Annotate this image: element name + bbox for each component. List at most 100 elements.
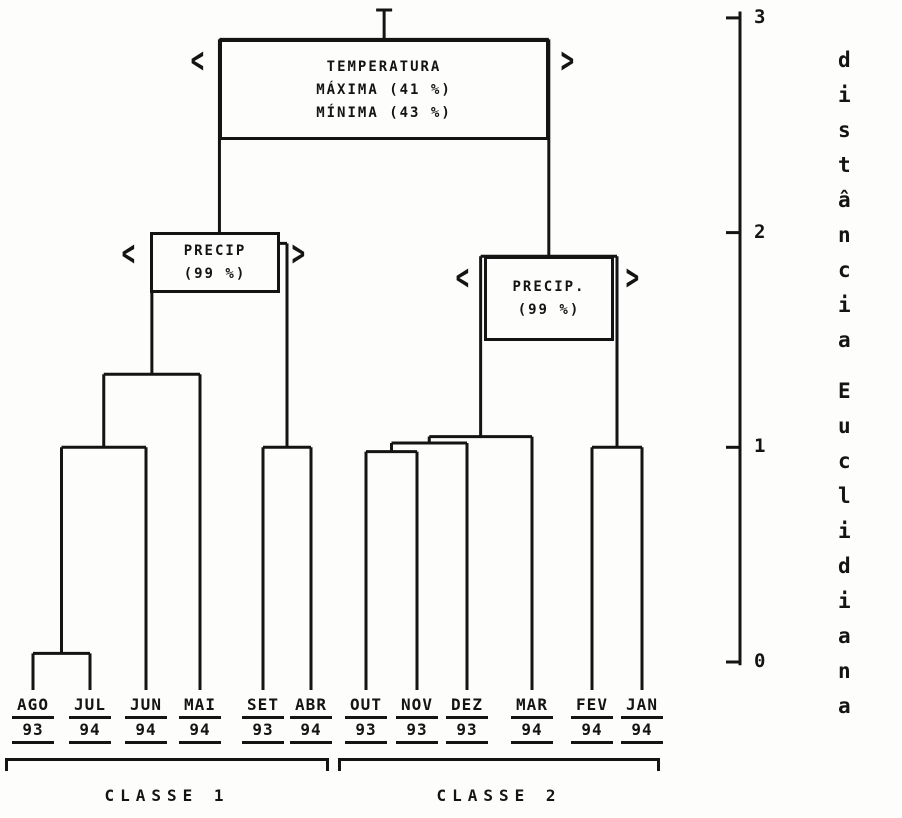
leaf-year: 94 bbox=[79, 719, 101, 739]
leaf-divider bbox=[345, 715, 387, 719]
leaf-underline bbox=[290, 740, 332, 744]
y-axis-title-letter: a bbox=[838, 694, 851, 718]
leaf-divider bbox=[125, 715, 167, 719]
y-axis-title-letter: l bbox=[838, 484, 851, 508]
right-angle-marker: > bbox=[291, 231, 306, 275]
y-axis-title-letter: n bbox=[838, 223, 851, 247]
leaf-year: 94 bbox=[631, 719, 653, 739]
y-axis-title-letter: i bbox=[838, 519, 851, 543]
leaf-underline bbox=[12, 740, 54, 744]
annotation-text: TEMPERATURA bbox=[326, 58, 442, 75]
leaf-year: 94 bbox=[581, 719, 603, 739]
leaf-month: JUN bbox=[130, 695, 162, 714]
leaf-underline bbox=[125, 740, 167, 744]
class-label: CLASSE 2 bbox=[436, 786, 562, 805]
leaf-year: 94 bbox=[300, 719, 322, 739]
annotation-box: PRECIP (99 %) bbox=[150, 232, 280, 293]
leaf-underline bbox=[242, 740, 284, 744]
y-axis-title-letter: â bbox=[838, 188, 851, 212]
left-angle-marker: < bbox=[190, 38, 205, 82]
annotation-box: PRECIP. (99 %) bbox=[484, 256, 614, 341]
leaf-month: MAR bbox=[516, 695, 548, 714]
leaf-divider bbox=[69, 715, 111, 719]
leaf-underline bbox=[179, 740, 221, 744]
leaf-year: 93 bbox=[406, 719, 428, 739]
leaf-label: DEZ 93 bbox=[439, 695, 495, 747]
axis-tick-label: 1 bbox=[754, 435, 766, 458]
leaf-underline bbox=[621, 740, 663, 744]
annotation-box: TEMPERATURA MÁXIMA (41 %) MÍNIMA (43 %) bbox=[219, 39, 549, 140]
leaf-label: MAI 94 bbox=[172, 695, 228, 747]
annotation-text: PRECIP. bbox=[512, 279, 586, 295]
leaf-year: 94 bbox=[135, 719, 157, 739]
leaf-divider bbox=[446, 715, 488, 719]
axis-tick-label: 3 bbox=[754, 5, 766, 28]
class-bracket bbox=[5, 758, 329, 771]
y-axis-title-letter: n bbox=[838, 659, 851, 683]
leaf-month: JUL bbox=[74, 695, 106, 714]
y-axis-title-letter: c bbox=[838, 258, 851, 282]
left-angle-marker: < bbox=[121, 231, 136, 275]
y-axis-title-letter: d bbox=[838, 48, 851, 72]
leaf-year: 93 bbox=[355, 719, 377, 739]
annotation-text: (99 %) bbox=[517, 302, 581, 318]
class-label: CLASSE 1 bbox=[104, 786, 230, 805]
axis-tick-label: 2 bbox=[754, 220, 766, 243]
y-axis-title-letter: a bbox=[838, 328, 851, 352]
leaf-label: JAN 94 bbox=[614, 695, 670, 747]
leaf-divider bbox=[242, 715, 284, 719]
leaf-divider bbox=[571, 715, 613, 719]
axis-tick-label: 0 bbox=[754, 650, 766, 672]
leaf-month: JAN bbox=[626, 695, 658, 714]
leaf-month: NOV bbox=[401, 695, 433, 714]
y-axis-title-letter: i bbox=[838, 83, 851, 107]
y-axis-title-letter: t bbox=[838, 153, 851, 177]
leaf-underline bbox=[396, 740, 438, 744]
leaf-divider bbox=[621, 715, 663, 719]
annotation-text: PRECIP bbox=[183, 243, 247, 259]
leaf-month: ABR bbox=[295, 695, 327, 714]
left-angle-marker: < bbox=[455, 255, 470, 299]
leaf-underline bbox=[345, 740, 387, 744]
leaf-month: AGO bbox=[17, 695, 49, 714]
y-axis-title-letter: d bbox=[838, 554, 851, 578]
leaf-label: AGO 93 bbox=[5, 695, 61, 747]
annotation-text: (99 %) bbox=[183, 266, 247, 282]
leaf-underline bbox=[571, 740, 613, 744]
leaf-label: SET 93 bbox=[235, 696, 291, 747]
annotation-text: MÍNIMA (43 %) bbox=[316, 104, 452, 121]
y-axis-title-letter: i bbox=[838, 293, 851, 317]
right-angle-marker: > bbox=[625, 255, 640, 299]
leaf-divider bbox=[179, 715, 221, 719]
leaf-year: 94 bbox=[189, 719, 211, 739]
y-axis-title-letter: a bbox=[838, 624, 851, 648]
leaf-divider bbox=[12, 715, 54, 719]
leaf-divider bbox=[290, 715, 332, 719]
leaf-label: MAR 94 bbox=[504, 695, 560, 747]
leaf-divider bbox=[396, 715, 438, 719]
leaf-underline bbox=[69, 740, 111, 744]
leaf-label: ABR 94 bbox=[283, 695, 339, 747]
leaf-year: 94 bbox=[521, 719, 543, 739]
y-axis-title-letter: E bbox=[838, 379, 851, 403]
leaf-month: DEZ bbox=[451, 695, 483, 714]
leaf-month: FEV bbox=[576, 695, 608, 714]
y-axis-title-letter: s bbox=[838, 118, 851, 142]
leaf-label: JUN 94 bbox=[118, 695, 174, 747]
y-axis-title-letter: u bbox=[838, 414, 851, 438]
leaf-year: 93 bbox=[252, 719, 274, 739]
leaf-label: NOV 93 bbox=[389, 695, 445, 747]
leaf-label: JUL 94 bbox=[62, 695, 118, 747]
leaf-year: 93 bbox=[22, 719, 44, 739]
leaf-year: 93 bbox=[456, 719, 478, 739]
leaf-label: OUT 93 bbox=[338, 696, 394, 747]
right-angle-marker: > bbox=[560, 38, 575, 82]
leaf-label: FEV 94 bbox=[564, 695, 620, 747]
y-axis-title-letter: c bbox=[838, 449, 851, 473]
leaf-month: MAI bbox=[184, 695, 216, 714]
leaf-underline bbox=[446, 740, 488, 744]
annotation-text: MÁXIMA (41 %) bbox=[316, 81, 452, 98]
